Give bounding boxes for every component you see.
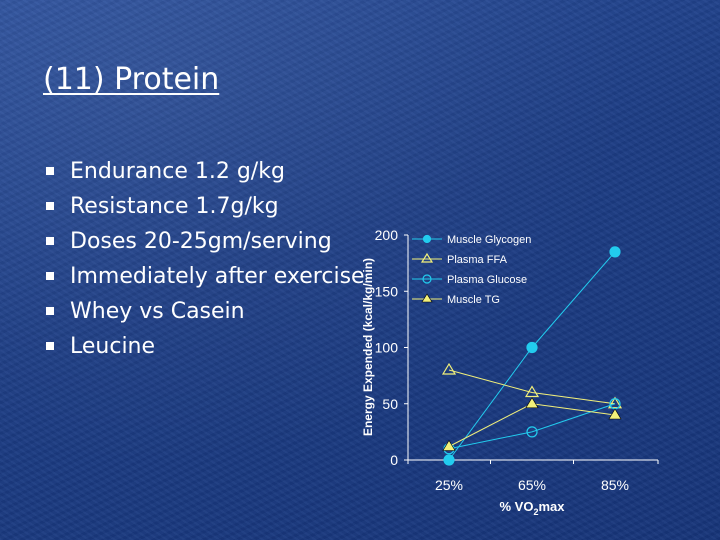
legend-label: Plasma Glucose [447, 274, 527, 286]
data-point-1 [524, 385, 540, 398]
bullet-text: Doses 20-25gm/serving [70, 229, 332, 254]
y-tick-label: 0 [390, 452, 398, 468]
y-tick-label: 50 [382, 396, 398, 412]
data-point-3 [525, 397, 539, 409]
data-point-3 [442, 439, 456, 451]
data-point-2 [526, 426, 538, 438]
bullet-text: Immediately after exercise [70, 264, 365, 289]
data-point-0 [526, 341, 538, 354]
legend-marker [422, 274, 432, 284]
x-tick-label: 25% [435, 477, 463, 493]
bullet-text: Resistance 1.7g/kg [70, 194, 279, 219]
x-axis-label: % VO2max [499, 499, 565, 517]
bullet-square-icon [46, 202, 54, 210]
data-point-3 [608, 408, 622, 420]
bullet-square-icon [46, 272, 54, 280]
data-point-1 [441, 362, 457, 375]
series-line-3 [448, 403, 616, 447]
series-line-1 [448, 369, 616, 405]
slide-title: (11) Protein [43, 62, 220, 97]
series-line-2 [448, 403, 616, 450]
legend-marker [421, 293, 433, 303]
data-point-0 [609, 246, 621, 258]
legend-label: Muscle TG [447, 294, 500, 306]
data-point-0 [443, 454, 455, 466]
bullet-text: Whey vs Casein [70, 299, 245, 324]
y-tick-label: 200 [375, 227, 399, 243]
bullet-square-icon [46, 237, 54, 245]
bullet-square-icon [46, 167, 54, 175]
legend-marker [422, 234, 432, 244]
x-tick-label: 65% [518, 477, 546, 493]
y-tick-label: 150 [375, 283, 399, 299]
bullet-text: Leucine [70, 334, 156, 359]
bullet-square-icon [46, 342, 54, 350]
legend-label: Plasma FFA [447, 254, 508, 266]
legend-marker [420, 252, 434, 263]
legend-label: Muscle Glycogen [447, 234, 531, 246]
y-tick-label: 100 [375, 340, 399, 356]
data-point-1 [607, 396, 623, 409]
y-axis-label: Energy Expended (kcal/kg/min) [361, 258, 375, 436]
x-tick-label: 85% [601, 477, 629, 493]
bullet-text: Endurance 1.2 g/kg [70, 159, 285, 184]
bullet-square-icon [46, 307, 54, 315]
